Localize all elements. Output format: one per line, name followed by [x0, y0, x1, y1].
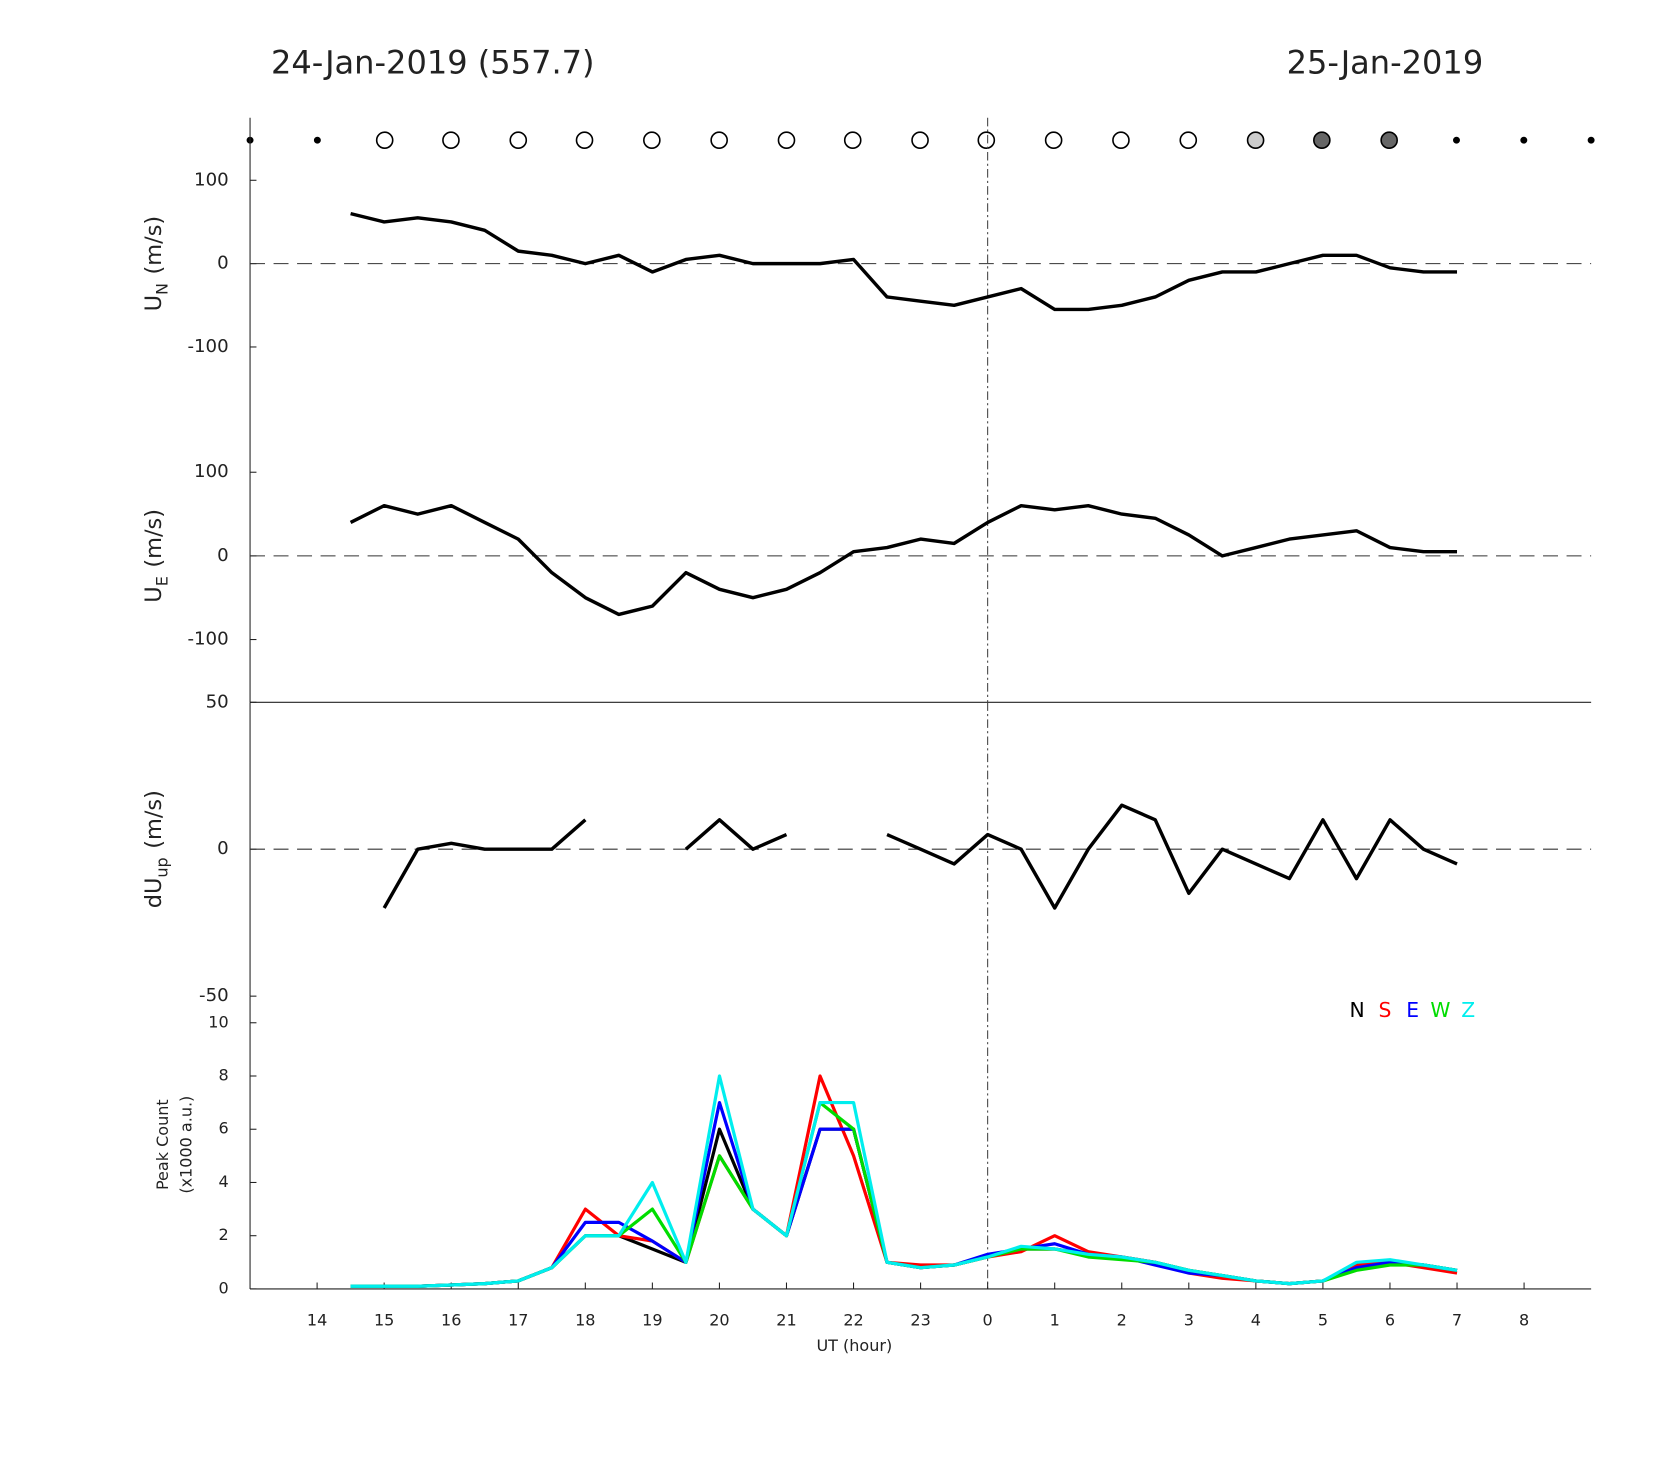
legend-entry: Z: [1461, 998, 1475, 1022]
x-tick-label: 3: [1184, 1310, 1194, 1329]
marker: [1380, 131, 1398, 150]
y-tick-label: 8: [218, 1066, 228, 1085]
y-label-sub: up: [152, 857, 171, 877]
title-right: 25-Jan-2019: [1287, 43, 1484, 81]
marker: [1246, 131, 1265, 150]
marker: [1179, 131, 1198, 150]
legend-entry: N: [1350, 998, 1365, 1022]
x-tick-label: 2: [1117, 1310, 1127, 1329]
marker: [375, 131, 394, 150]
y-label-sub: N: [152, 283, 171, 295]
y-tick-label: 100: [194, 169, 229, 190]
y-label-sub: E: [152, 576, 171, 586]
y-label-unit: (m/s): [140, 790, 166, 849]
x-tick-label: 21: [776, 1310, 796, 1329]
x-tick-label: 22: [843, 1310, 863, 1329]
y-axis-label: UE (m/s): [140, 509, 171, 603]
y-tick-label: -50: [199, 985, 229, 1006]
marker: [777, 131, 796, 150]
y-axis-label: dUup (m/s): [140, 790, 171, 908]
marker: [1520, 136, 1528, 144]
x-tick-label: 19: [642, 1310, 662, 1329]
y-label-main: U: [140, 586, 166, 602]
marker: [1044, 131, 1063, 150]
x-tick-label: 7: [1452, 1310, 1462, 1329]
marker: [442, 131, 460, 150]
y-axis-label: UN (m/s): [140, 216, 171, 312]
y-label-unit: (m/s): [140, 509, 166, 568]
x-tick-label: 20: [709, 1310, 729, 1329]
y-tick-label: -100: [187, 629, 228, 650]
data-line: [350, 1074, 1458, 1288]
x-tick-label: 4: [1251, 1310, 1261, 1329]
y-label-main: U: [140, 295, 166, 311]
marker: [710, 131, 728, 150]
x-tick-label: 23: [910, 1310, 930, 1329]
marker: [1313, 131, 1331, 150]
x-axis-label: UT (hour): [816, 1336, 892, 1355]
data-line: [382, 803, 1458, 910]
marker: [1112, 131, 1130, 150]
y-tick-label: 100: [194, 461, 229, 482]
y-tick-label: 50: [206, 691, 229, 712]
x-tick-label: 17: [508, 1310, 528, 1329]
marker: [843, 131, 862, 150]
x-tick-label: 0: [983, 1310, 993, 1329]
x-tick-label: 16: [441, 1310, 461, 1329]
y-tick-label: 10: [208, 1012, 228, 1031]
data-line: [350, 1100, 1458, 1288]
marker: [313, 136, 321, 144]
x-tick-label: 8: [1519, 1310, 1529, 1329]
legend-entry: E: [1406, 998, 1419, 1022]
title-left: 24-Jan-2019 (557.7): [271, 43, 595, 81]
marker: [977, 131, 996, 150]
y-label-main: dU: [140, 878, 166, 909]
y-axis-label: Peak Count: [153, 1099, 172, 1190]
marker: [575, 131, 594, 150]
marker: [1587, 136, 1595, 144]
sky-markers: [246, 131, 1595, 150]
marker: [509, 131, 528, 150]
data-line: [350, 211, 1458, 312]
x-tick-label: 15: [374, 1310, 394, 1329]
y-tick-label: 2: [218, 1225, 228, 1244]
y-tick-label: 0: [217, 838, 229, 859]
legend-entry: W: [1430, 998, 1450, 1022]
y-tick-label: 0: [217, 253, 229, 274]
x-tick-label: 18: [575, 1310, 595, 1329]
x-tick-label: 1: [1050, 1310, 1060, 1329]
y-tick-label: 0: [218, 1278, 228, 1297]
y-tick-label: -100: [187, 336, 228, 357]
data-line: [350, 1100, 1458, 1288]
data-line: [350, 1074, 1458, 1288]
data-line: [349, 503, 1458, 617]
y-label-unit: (m/s): [140, 216, 166, 275]
marker: [1453, 136, 1460, 144]
y-tick-label: 4: [218, 1172, 228, 1191]
marker: [643, 131, 661, 150]
x-tick-label: 14: [307, 1310, 327, 1329]
y-tick-label: 0: [217, 545, 229, 566]
x-tick-label: 5: [1318, 1310, 1328, 1329]
y-tick-label: 6: [218, 1119, 228, 1138]
legend-entry: S: [1378, 998, 1391, 1022]
x-tick-label: 6: [1385, 1310, 1395, 1329]
y-axis-label: (x1000 a.u.): [177, 1096, 196, 1194]
marker: [911, 131, 929, 150]
